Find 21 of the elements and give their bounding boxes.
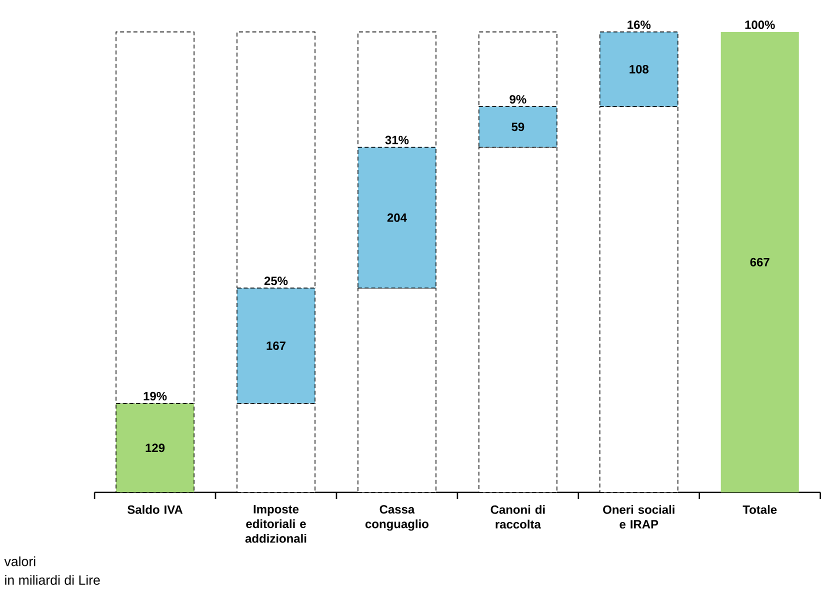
x-tick-label: Saldo IVA [128, 504, 183, 514]
x-tick-label: Totale [742, 504, 777, 514]
text: in miliardi di Lire [5, 574, 100, 585]
annotation: 9% [510, 94, 526, 104]
annotation: 19% [144, 392, 167, 400]
annotation: 31% [385, 136, 409, 144]
data-label: 667 [750, 258, 770, 266]
data-label: 167 [266, 341, 286, 350]
x-tick-label: Canoni di raccolta [490, 504, 545, 528]
x-tick-label: Imposte editoriali e addizionali [245, 504, 306, 543]
bar [720, 32, 799, 492]
x-tick-label: Oneri sociali e IRAP [603, 504, 674, 528]
data-label: 204 [387, 213, 407, 222]
data-label: 59 [512, 122, 524, 131]
annotation: 100% [745, 20, 775, 29]
data-label: 129 [146, 444, 165, 452]
annotation: 16% [628, 20, 651, 29]
data-label: 108 [630, 64, 649, 74]
text: valori [4, 556, 36, 566]
x-tick-label: Cassa conguaglio [365, 504, 428, 531]
annotation: 25% [264, 276, 288, 286]
